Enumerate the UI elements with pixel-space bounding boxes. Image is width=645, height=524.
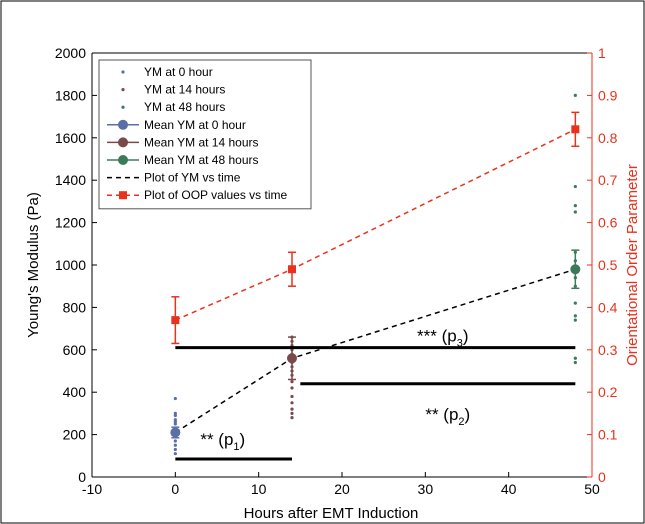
significance-label: *** (p3) (417, 326, 468, 349)
legend-swatch-dot (121, 88, 125, 92)
ym-point (173, 452, 177, 456)
y-tick-label: 600 (63, 342, 87, 358)
y2-tick-label: 0.5 (598, 257, 618, 273)
y2-tick-label: 0.2 (598, 384, 618, 400)
ym-point (290, 407, 294, 411)
ym-point (573, 314, 577, 318)
legend-swatch-dot (121, 105, 125, 109)
ym-point (290, 416, 294, 420)
ym-point (173, 447, 177, 452)
ym-point (290, 411, 294, 415)
ym-mean-point (170, 427, 181, 438)
legend-swatch-circle (118, 155, 128, 165)
x-tick-label: 20 (334, 481, 350, 497)
legend: YM at 0 hour YM at 14 hours YM at 48 hours… (98, 59, 312, 210)
y-tick-label: 0 (78, 469, 86, 485)
ym-point (290, 401, 294, 405)
x-tick-label: 50 (584, 481, 600, 497)
ym-point (573, 204, 577, 208)
significance-label: ** (p1) (200, 430, 245, 453)
x-tick-label: 0 (171, 481, 179, 497)
legend-swatch-dot (121, 70, 125, 74)
y-tick-label: 1600 (55, 130, 86, 146)
ym-mean-point (570, 264, 581, 275)
ym-point (290, 394, 294, 399)
significance-label: ** (p2) (425, 405, 470, 428)
y-tick-label: 1800 (55, 87, 86, 103)
y2-tick-label: 0.7 (598, 172, 618, 188)
y2-tick-label: 0.1 (598, 427, 618, 443)
legend-label: Mean YM at 14 hours (144, 135, 259, 149)
x-tick-label: -10 (82, 481, 102, 497)
y-tick-label: 400 (63, 384, 87, 400)
x-axis-label: Hours after EMT Induction (244, 505, 419, 522)
y2-tick-label: 0.3 (598, 342, 618, 358)
ym-point (290, 386, 294, 390)
y-tick-label: 1000 (55, 257, 86, 273)
ym-point (173, 396, 177, 401)
ym-point (573, 184, 577, 189)
ym-point (173, 439, 177, 443)
legend-label: YM at 48 hours (144, 100, 225, 114)
legend-label: YM at 0 hour (144, 65, 213, 79)
legend-label: Plot of YM vs time (144, 171, 241, 185)
legend-swatch-circle (118, 137, 128, 148)
legend-label: Mean YM at 0 hour (144, 118, 246, 132)
oop-point (571, 125, 580, 134)
ym-point (573, 360, 577, 365)
y-tick-label: 2000 (55, 45, 86, 61)
oop-point (171, 316, 180, 325)
y2-tick-label: 0.6 (598, 215, 618, 231)
chart-marks: ** (p1) ** (p2) *** (p3) (170, 93, 581, 461)
ym-point (173, 418, 177, 422)
y2-tick-label: 0.9 (598, 87, 618, 103)
oop-point (288, 265, 296, 274)
ym-point (573, 356, 577, 360)
y-tick-label: 1400 (55, 172, 86, 188)
y-tick-label: 200 (63, 427, 87, 443)
ym-point (573, 93, 577, 97)
y2-tick-label: 1 (598, 45, 606, 61)
y2-tick-label: 0.8 (598, 130, 618, 146)
ym-point (573, 210, 577, 214)
y2-tick-label: 0.4 (598, 299, 618, 315)
axes: 0200400600800100012001400160018002000-10… (55, 45, 618, 497)
y2-tick-label: 0 (598, 469, 606, 485)
legend-label: Mean YM at 48 hours (144, 153, 259, 167)
legend-label: Plot of OOP values vs time (144, 188, 287, 202)
ym-point (173, 443, 177, 447)
ym-point (573, 301, 577, 305)
legend-label: YM at 14 hours (144, 83, 225, 97)
x-tick-label: 10 (251, 481, 267, 497)
legend-swatch-square (119, 191, 127, 200)
y2-axis-label: Orientational Order Parameter (624, 164, 641, 366)
y-tick-label: 1200 (55, 215, 86, 231)
ym-mean-point (287, 353, 297, 364)
ym-point (173, 411, 177, 415)
ym-point (290, 380, 294, 384)
x-tick-label: 30 (418, 481, 434, 497)
y-axis-label: Young's Modulus (Pa) (25, 192, 42, 338)
x-tick-label: 40 (501, 481, 517, 497)
legend-swatch-circle (118, 119, 128, 130)
ym-point (573, 318, 577, 322)
legend-box (98, 59, 312, 210)
y-tick-label: 800 (63, 299, 87, 315)
